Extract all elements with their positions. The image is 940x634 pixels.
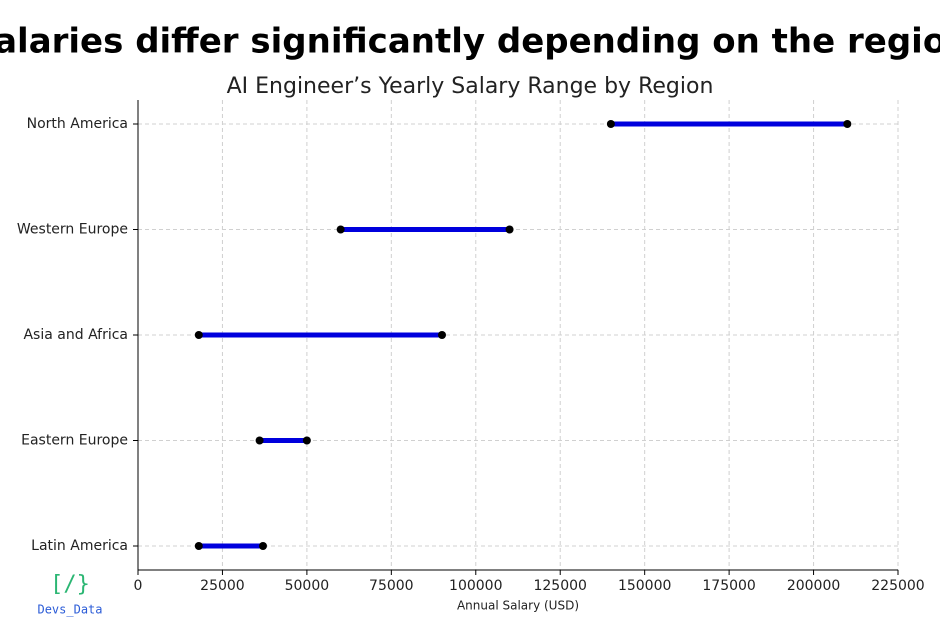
x-tick-label: 75000 <box>369 578 414 594</box>
x-tick-label: 0 <box>134 578 143 594</box>
y-tick-label: Asia and Africa <box>23 327 128 343</box>
x-tick-label: 175000 <box>702 578 755 594</box>
low-dot <box>194 542 203 550</box>
logo-symbol: [/} <box>50 572 90 597</box>
y-tick-label: Eastern Europe <box>21 433 128 449</box>
y-tick-label: Western Europe <box>17 222 128 238</box>
high-dot <box>302 436 311 445</box>
x-tick-label: 25000 <box>200 578 245 594</box>
high-dot <box>258 542 267 550</box>
chart-subtitle: AI Engineer’s Yearly Salary Range by Reg… <box>227 74 714 99</box>
low-dot <box>336 225 345 234</box>
high-dot <box>505 225 514 234</box>
x-axis-label: Annual Salary (USD) <box>457 599 579 613</box>
x-tick-label: 50000 <box>285 578 330 594</box>
x-tick-label: 225000 <box>871 578 924 594</box>
x-tick-label: 150000 <box>618 578 671 594</box>
low-dot <box>606 120 615 128</box>
logo-name: Devs_Data <box>37 603 102 617</box>
y-tick-label: North America <box>27 116 128 132</box>
x-tick-label: 200000 <box>787 578 840 594</box>
x-tick-label: 100000 <box>449 578 502 594</box>
x-tick-label: 125000 <box>533 578 586 594</box>
low-dot <box>255 436 264 445</box>
high-dot <box>843 120 852 128</box>
high-dot <box>438 331 446 339</box>
low-dot <box>194 331 203 339</box>
y-tick-label: Latin America <box>31 538 128 554</box>
chart-title: Salaries differ significantly depending … <box>0 22 940 62</box>
